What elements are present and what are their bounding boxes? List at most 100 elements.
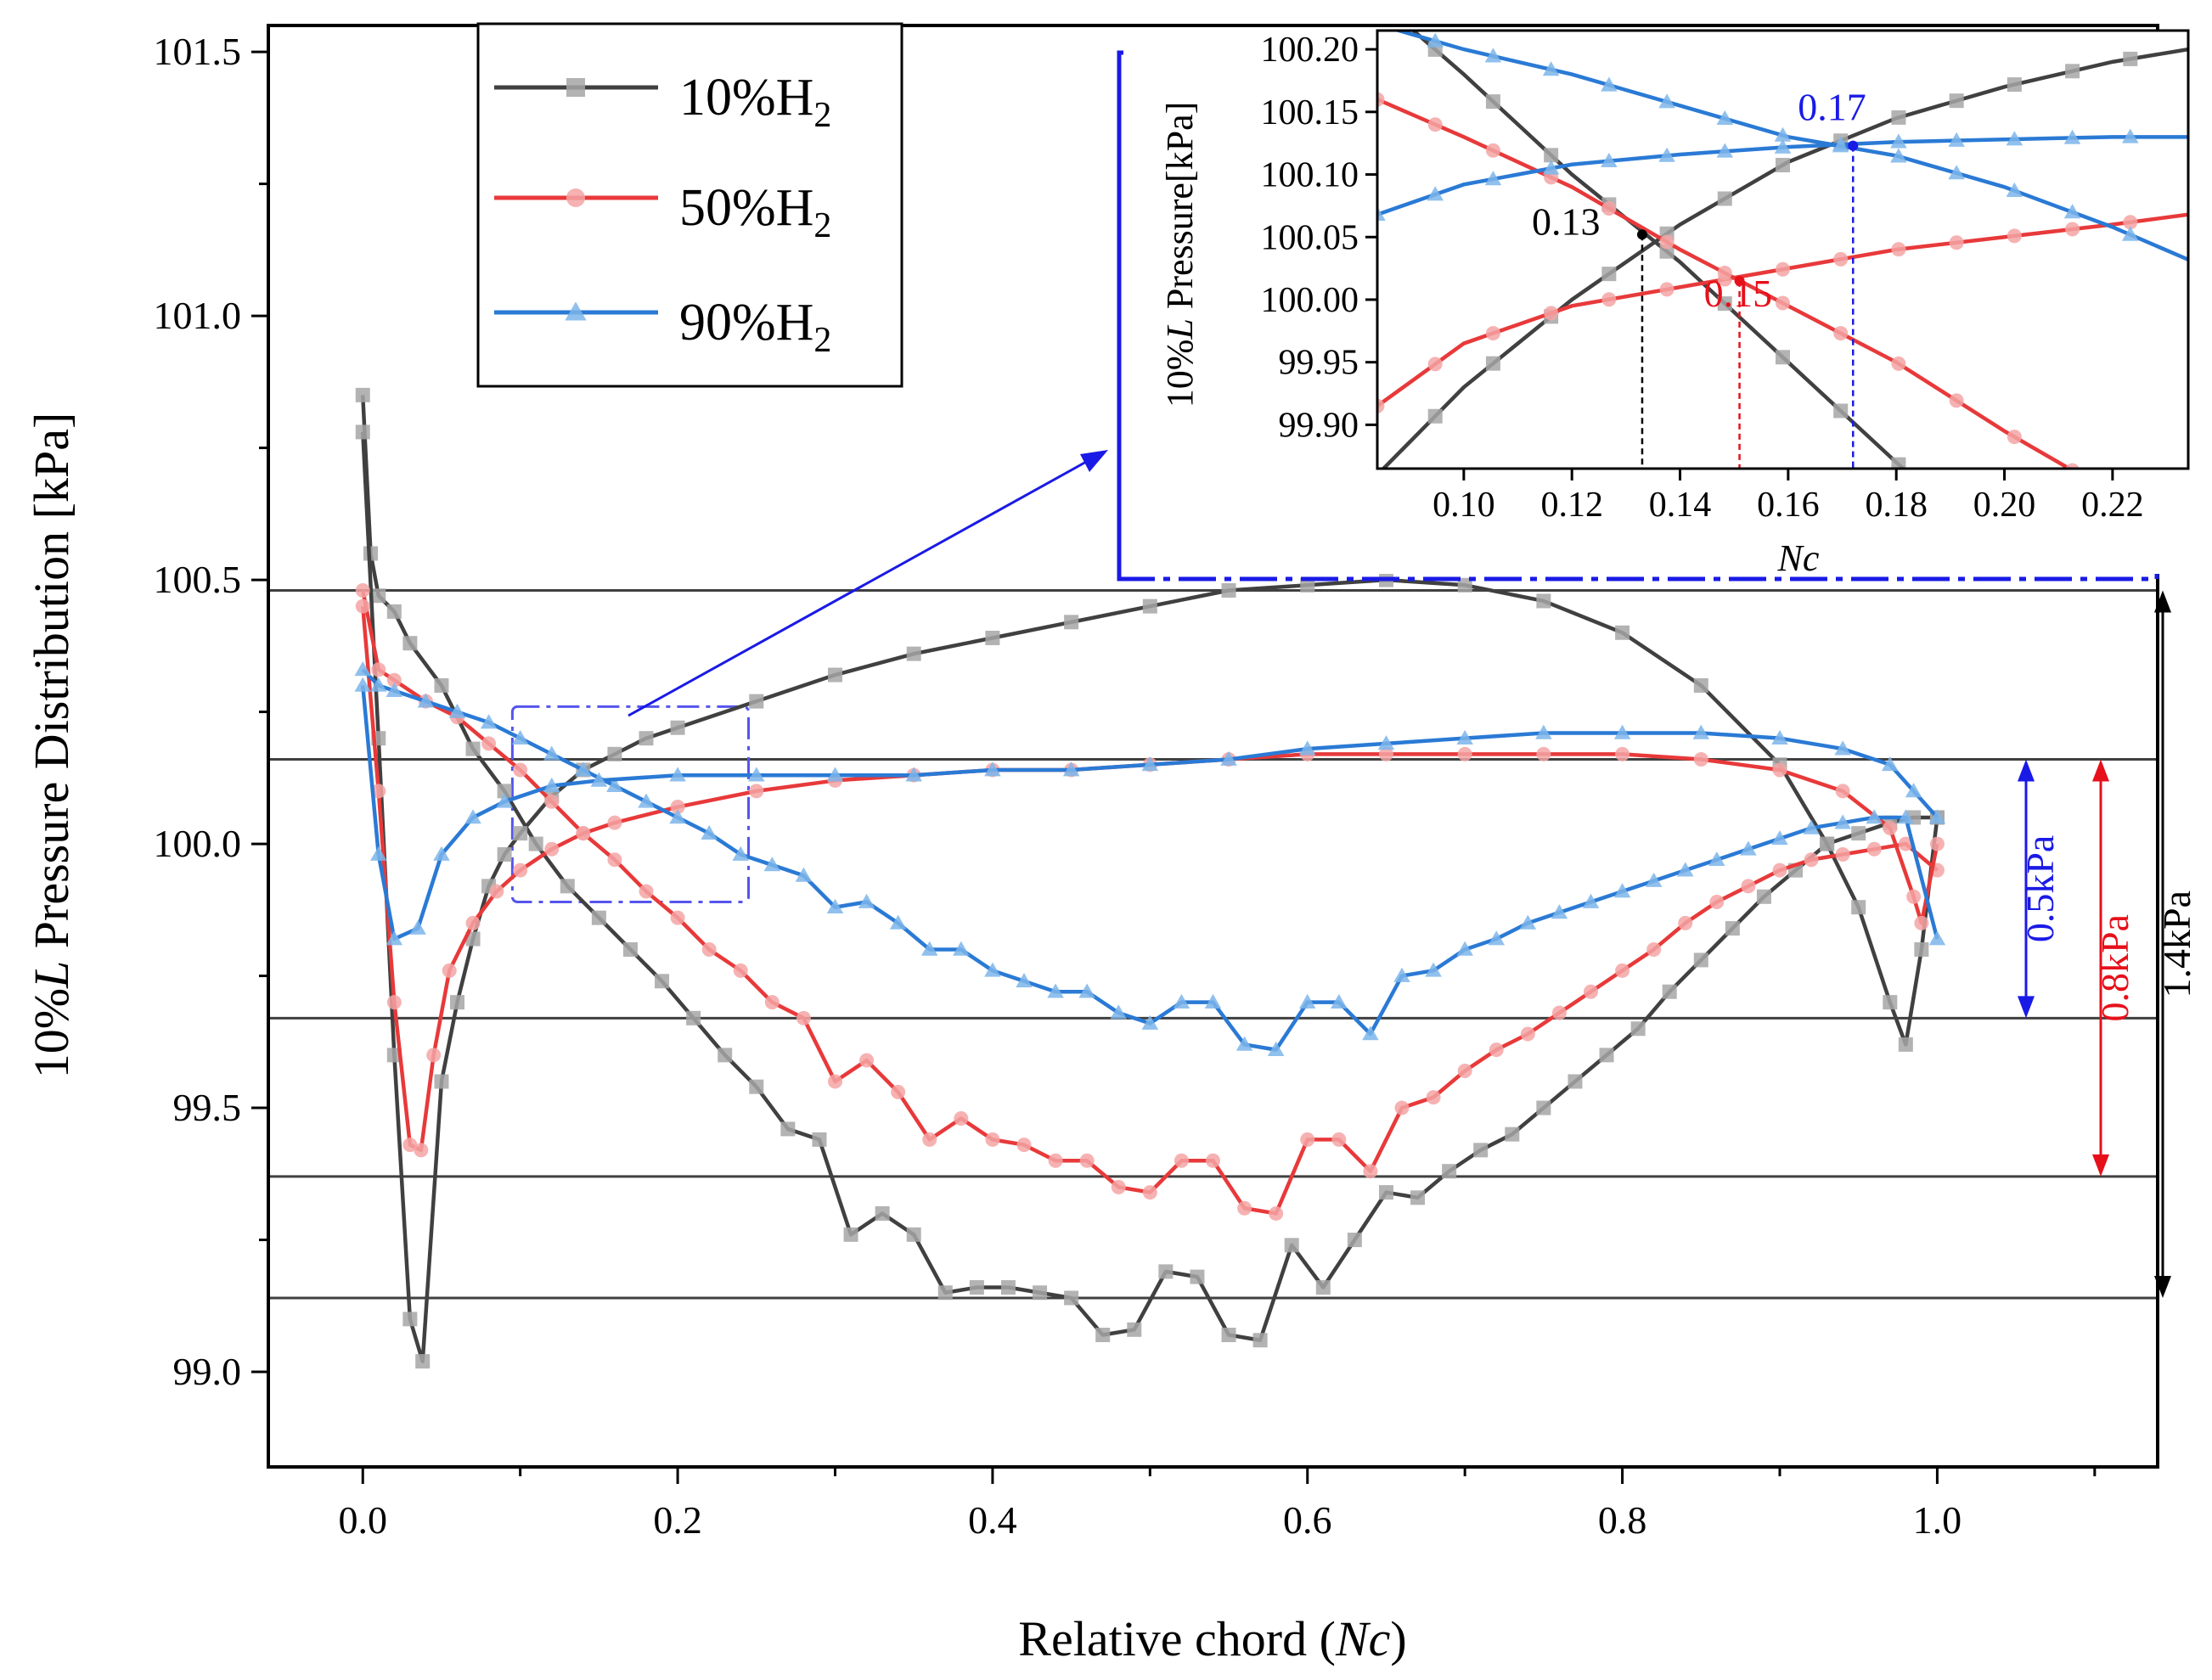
- inset-point: [2006, 182, 2023, 197]
- series-2-upper-point: [1393, 967, 1410, 982]
- inset-panel: 0.10 0.12 0.14 0.16 0.18 0.20 0.22 99.90 99.95 10…: [1117, 29, 2190, 582]
- inset-point: [1658, 147, 1675, 162]
- legend-label-90: 90%H2: [679, 294, 831, 360]
- series-2-upper-point: [1866, 809, 1883, 824]
- series-1-lower-point: [513, 862, 528, 878]
- series-1-lower-point: [386, 995, 402, 1010]
- series-0-lower-point: [906, 646, 921, 661]
- inset-point: [1658, 93, 1675, 109]
- series-2-upper-point: [953, 941, 970, 956]
- series-0-upper-point: [528, 836, 543, 851]
- series-1-upper-point: [1079, 1153, 1095, 1168]
- series-0-upper-point: [969, 1280, 984, 1295]
- series-2-lower-point: [1692, 724, 1710, 739]
- series-0-upper-point: [1599, 1048, 1614, 1063]
- legend-label-90-sub: 2: [813, 321, 831, 360]
- series-1: [355, 583, 1945, 1221]
- series-2-lower-point: [1535, 724, 1552, 739]
- series-1-lower-point: [1772, 762, 1787, 778]
- series-2-upper-point: [1519, 914, 1537, 930]
- series-0-upper-point: [402, 636, 418, 651]
- series-1-upper-point: [733, 963, 748, 978]
- series-2-upper-point: [1078, 983, 1095, 998]
- series-2-upper-point: [763, 857, 781, 872]
- inset-point: [1601, 201, 1617, 216]
- series-1-upper-point: [1741, 879, 1756, 894]
- series-0-lower-point: [1536, 593, 1551, 609]
- series-2-lower-point: [984, 761, 1001, 777]
- inset-x-tick-label: 0.12: [1540, 486, 1603, 525]
- inset-point: [1776, 261, 1790, 277]
- series-0-lower-point: [465, 931, 481, 947]
- inset-point: [2123, 51, 2138, 66]
- zoom-arrow-head: [1080, 450, 1108, 472]
- series-2-upper-point: [1110, 1004, 1128, 1020]
- inset-point: [1484, 171, 1502, 186]
- series-2-upper-point: [543, 745, 560, 761]
- inset-point: [1948, 132, 1965, 147]
- x-axis-label-suffix: ): [1390, 1611, 1406, 1666]
- series-1-upper-point: [859, 1053, 875, 1068]
- y-axis-label-suffix: Pressure Distribution [kPa]: [24, 413, 79, 961]
- series-0-upper-point: [1000, 1280, 1016, 1295]
- series-0-upper-point: [1033, 1285, 1048, 1301]
- inset-point: [1544, 306, 1559, 321]
- series-2-lower-point: [1928, 809, 1946, 824]
- series-0-upper-point: [937, 1285, 953, 1301]
- series-2-upper-point: [701, 824, 718, 840]
- series-0-lower-point: [749, 694, 764, 709]
- series-2-upper-point: [732, 846, 750, 861]
- inset-point: [1427, 357, 1443, 372]
- series-2-upper-point: [795, 867, 813, 882]
- inset-point: [1833, 326, 1849, 341]
- series-0-upper-point: [1095, 1328, 1111, 1343]
- series-2-upper-point: [1235, 1036, 1253, 1051]
- inset-x-label: Nc: [1777, 537, 1820, 579]
- series-2-upper-point: [889, 914, 907, 930]
- x-tick-label: 0.2: [653, 1498, 702, 1542]
- series-0-upper-point: [812, 1132, 827, 1147]
- series-1-upper-point: [1048, 1153, 1063, 1168]
- inset-y-tick-label: 100.10: [1261, 156, 1359, 195]
- series-0-upper-point: [655, 974, 670, 989]
- series-2-lower-line: [361, 685, 1939, 941]
- series-2-lower-point: [1613, 724, 1631, 739]
- series-0-upper-point: [371, 588, 386, 604]
- y-axis-label-var: L: [24, 961, 79, 989]
- series-1-upper-point: [386, 672, 402, 688]
- series-2-upper-point: [1267, 1041, 1285, 1056]
- series-1-upper-point: [1394, 1100, 1410, 1115]
- series-0-upper-point: [718, 1048, 733, 1063]
- series-1-upper-point: [1300, 1132, 1315, 1147]
- y-tick-label: 99.5: [173, 1086, 242, 1129]
- series-2-upper-point: [1456, 941, 1473, 956]
- legend-items: [494, 78, 658, 321]
- series-2-lower-point: [464, 809, 481, 824]
- y-tick-label: 101.5: [154, 30, 242, 73]
- legend-box: [476, 22, 903, 388]
- inset-point: [1716, 110, 1734, 126]
- series-2-upper-point: [984, 962, 1001, 977]
- series-1-lower-point: [1536, 746, 1551, 761]
- series-0-upper-point: [1693, 952, 1708, 968]
- series-0-lower-point: [1693, 677, 1708, 693]
- series-1-lower-point: [1929, 836, 1945, 851]
- series-2-lower-point: [1141, 756, 1159, 772]
- series-1-upper-point: [481, 736, 497, 751]
- inset-point: [1427, 408, 1443, 424]
- inset-point: [1832, 138, 1849, 153]
- legend-label-50-prefix: 50%H: [679, 179, 813, 237]
- series-2-upper-point: [1645, 872, 1663, 887]
- inset-x-tick-label: 0.16: [1757, 486, 1820, 525]
- series-1-upper-point: [1426, 1090, 1441, 1105]
- series-1-upper-point: [1646, 941, 1662, 957]
- inset-intersection-point: [1848, 140, 1859, 151]
- inset-point: [1485, 356, 1500, 371]
- series-0-upper-point: [686, 1010, 701, 1025]
- series-1-upper-point: [1866, 841, 1882, 857]
- series-1-upper-point: [1142, 1185, 1157, 1200]
- series-2-upper-point: [1331, 993, 1348, 1009]
- range-0: 0.5kPa: [2018, 759, 2062, 1019]
- series-2-upper-point: [448, 703, 466, 718]
